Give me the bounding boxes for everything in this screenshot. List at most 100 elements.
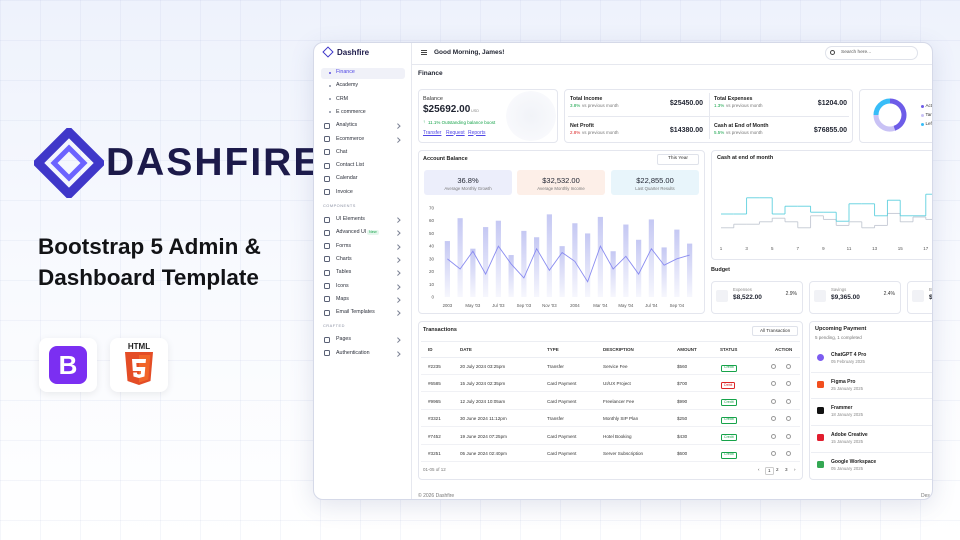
nav-item[interactable]: Authentication [336,349,370,356]
x-tick-label: 3 [745,246,748,251]
table-cell: #2235 [428,364,441,369]
nav-item[interactable]: Academy [336,82,359,89]
table-title: Transactions [423,327,457,333]
budget-value: $8,522.00 [733,293,762,301]
nav-item[interactable]: Icons [336,282,349,289]
action-icon[interactable] [786,381,791,387]
nav-dot [329,111,331,114]
balance-currency: USD [471,108,480,113]
nav-icon [324,283,330,289]
nav-item[interactable]: Calendar [336,175,358,182]
x-tick-label: 11 [847,246,852,251]
balance-link[interactable]: Reports [468,129,486,136]
action-icon[interactable] [786,433,791,439]
nav-badge: New [367,229,379,235]
search-box[interactable] [825,46,918,60]
pager[interactable]: › [794,466,796,472]
action-icon[interactable] [771,416,776,422]
nav-active [321,67,405,79]
stat-note: vs previous month [726,103,763,108]
nav-item[interactable]: Tables [336,269,352,276]
balance-link[interactable]: Request [446,129,465,136]
bar [444,241,450,297]
column-header: DATE [460,346,472,352]
table-cell: 12 July 2024 10:05am [460,398,506,404]
nav-item[interactable]: Invoice [336,188,353,195]
table-cell: #3321 [428,416,441,422]
action-icon[interactable] [786,398,791,404]
column-header: DESCRIPTION [603,346,634,352]
stat-value: $1204.00 [817,99,847,107]
menu-icon [421,51,427,53]
brand-headline: Bootstrap 5 Admin & [38,234,261,259]
nav-item[interactable]: Finance [336,69,355,75]
pager[interactable]: ‹ [758,466,760,472]
kpi-value: $32,532.00 [542,176,580,185]
table-cell: 30 June 2024 11:12pm [460,416,507,422]
table-cell: #9965 [428,398,441,404]
bar [597,216,603,297]
x-tick-label: Sep '03 [517,303,532,308]
x-tick-label: 13 [872,246,878,251]
pager[interactable]: 1 [765,466,774,476]
nav-arrow [395,257,401,263]
brand-logo [34,128,104,198]
bar [559,246,565,297]
pager[interactable]: 3 [785,466,788,472]
kpi-value: $22,855.00 [636,176,674,185]
period-select[interactable] [657,154,699,165]
nav-item[interactable]: CRM [336,95,349,102]
kpi-label: Last Quarter Results [635,185,675,191]
nav-item[interactable]: UI Elements [336,216,365,222]
kpi-box [424,170,512,195]
nav-item[interactable]: Analytics [336,122,358,129]
card [859,89,932,143]
stat-note: vs previous month [582,130,619,135]
stat-label: Cash at End of Month [714,122,769,129]
status-badge: Credit [721,416,737,424]
chart-title: Cash at end of month [717,154,774,161]
table-cell: Transfer [547,364,564,369]
nav-item[interactable]: Advanced UI [336,229,367,236]
y-tick-label: 40 [429,244,435,249]
nav-item[interactable]: Charts [336,255,352,262]
nav-item[interactable]: Email Templates [336,309,375,316]
nav-item[interactable]: Forms [336,242,352,249]
column-header: ID [428,346,433,352]
balance-link[interactable]: Transfer [423,129,442,136]
nav-item[interactable]: E commerce [336,108,366,115]
nav-item[interactable]: Contact List [336,162,364,169]
table-cell: Card Payment [547,451,577,456]
nav-item[interactable]: Pages [336,336,352,343]
nav-item[interactable]: Chat [336,148,348,155]
row-line [421,374,800,375]
action-icon[interactable] [771,398,776,404]
x-tick-label: Sep '04 [670,303,685,308]
action-icon[interactable] [771,433,776,439]
stat-change: 1.3% [714,103,725,108]
action-icon[interactable] [771,364,776,369]
action-icon[interactable] [786,416,791,422]
nav-icon [324,296,330,303]
action-icon[interactable] [771,381,776,387]
table-cell: #6585 [428,381,441,387]
pager[interactable]: 2 [776,466,779,472]
bar [610,251,616,297]
nav-arrow [395,310,401,316]
action-icon[interactable] [786,451,791,456]
nav-arrow [395,283,401,289]
action-icon[interactable] [786,364,791,369]
row-line [421,461,800,462]
table-cell: 05 June 2024 02:40pm [460,451,507,456]
payment-date: 15 January 2025 [831,439,864,445]
item-line [811,425,932,426]
budget-change: 2.4% [883,291,895,297]
balance-amount: $25692.00 [423,104,471,115]
item-line [811,398,932,399]
action-icon[interactable] [771,451,776,456]
table-button[interactable] [752,326,798,336]
nav-item[interactable]: Maps [336,295,349,302]
y-tick-label: 0 [431,295,434,300]
nav-item[interactable]: Ecommerce [336,135,365,142]
bootstrap-icon: B [49,346,87,384]
